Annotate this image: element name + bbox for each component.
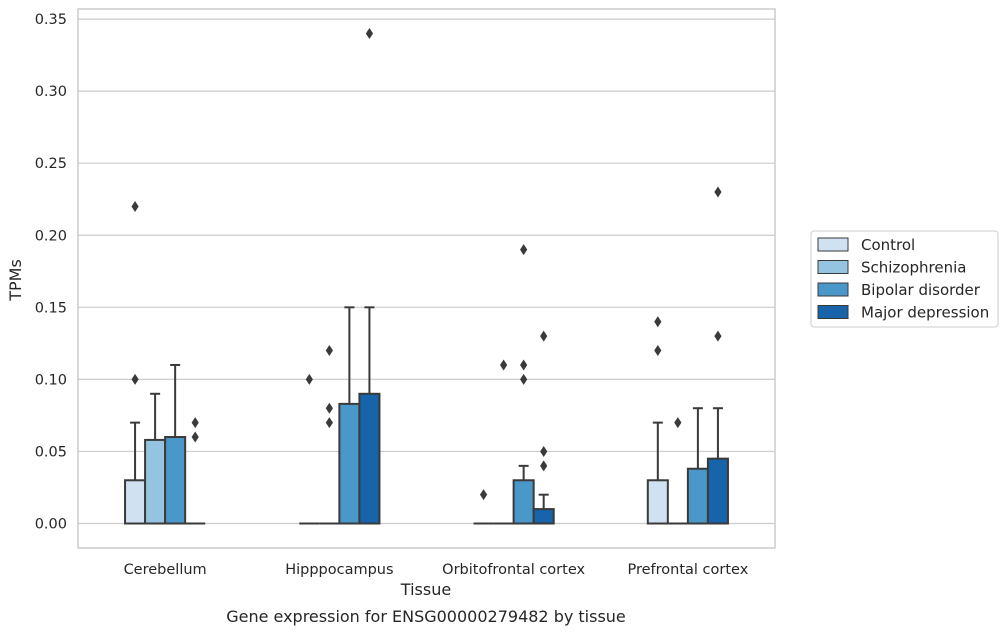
- y-tick-label: 0.10: [35, 372, 67, 388]
- y-tick-label: 0.35: [35, 12, 67, 28]
- outlier-point: [654, 316, 662, 328]
- outlier-point: [325, 345, 333, 357]
- outlier-point: [191, 431, 199, 443]
- y-tick-label: 0.30: [35, 84, 67, 100]
- outlier-point: [479, 489, 488, 501]
- bars: [124, 392, 729, 525]
- bar: [706, 457, 729, 525]
- bar: [358, 392, 381, 525]
- outlier-point: [131, 200, 139, 212]
- x-tick-labels: Cerebellum Hipppocampus Orbitofrontal cort…: [124, 562, 749, 578]
- legend-swatch: [817, 260, 849, 274]
- bar: [338, 402, 361, 525]
- outlier-point: [654, 345, 662, 357]
- bar: [164, 436, 187, 525]
- y-tick-label: 0.15: [35, 300, 67, 316]
- outlier-point: [540, 330, 548, 342]
- x-axis-title: Tissue: [400, 580, 451, 599]
- y-tick-label: 0.20: [35, 228, 67, 244]
- legend-swatch: [817, 282, 849, 297]
- legend-label: Major depression: [861, 304, 989, 322]
- outlier-point: [365, 28, 374, 39]
- plot-frame: [77, 8, 776, 549]
- bar: [686, 467, 709, 525]
- bar: [646, 479, 669, 525]
- outlier-point: [325, 402, 333, 414]
- outlier-point: [325, 417, 333, 429]
- x-tick-label: Orbitofrontal cortex: [442, 562, 585, 578]
- y-tick-label: 0.25: [35, 156, 67, 172]
- plot-area: [78, 9, 775, 548]
- bar: [512, 479, 535, 525]
- outliers: [131, 28, 722, 501]
- x-tick-label: Cerebellum: [124, 562, 207, 578]
- outlier-point: [674, 417, 682, 429]
- legend-label: Bipolar disorder: [861, 281, 981, 299]
- y-tick-labels: 0.00 0.05 0.10 0.15 0.20 0.25 0.30 0.35: [35, 12, 67, 532]
- x-tick-label: Hipppocampus: [285, 562, 393, 578]
- outlier-point: [540, 445, 548, 457]
- whiskers: [130, 306, 723, 510]
- outlier-point: [540, 460, 548, 472]
- legend-swatch: [817, 237, 849, 252]
- legend: Control Schizophrenia Bipolar disorder Majo…: [810, 230, 999, 328]
- outlier-point: [305, 373, 313, 385]
- figure-caption: Gene expression for ENSG00000279482 by t…: [226, 607, 626, 626]
- legend-swatch: [817, 305, 849, 319]
- bar: [144, 438, 167, 525]
- outlier-point: [520, 244, 528, 256]
- y-tick-label: 0.05: [35, 444, 67, 460]
- legend-label: Schizophrenia: [861, 259, 966, 277]
- outlier-point: [191, 417, 199, 429]
- x-tick-label: Prefrontal cortex: [627, 562, 748, 578]
- bar: [532, 508, 555, 525]
- bar: [124, 479, 147, 525]
- outlier-point: [520, 373, 528, 385]
- legend-label: Control: [861, 236, 915, 254]
- outlier-point: [714, 330, 722, 342]
- y-tick-label: 0.00: [35, 517, 67, 533]
- legend-frame: [810, 230, 999, 328]
- outlier-point: [500, 359, 508, 371]
- y-axis-title: TPMs: [6, 259, 25, 302]
- outlier-point: [520, 359, 528, 371]
- outlier-point: [131, 373, 139, 385]
- outlier-point: [714, 186, 722, 198]
